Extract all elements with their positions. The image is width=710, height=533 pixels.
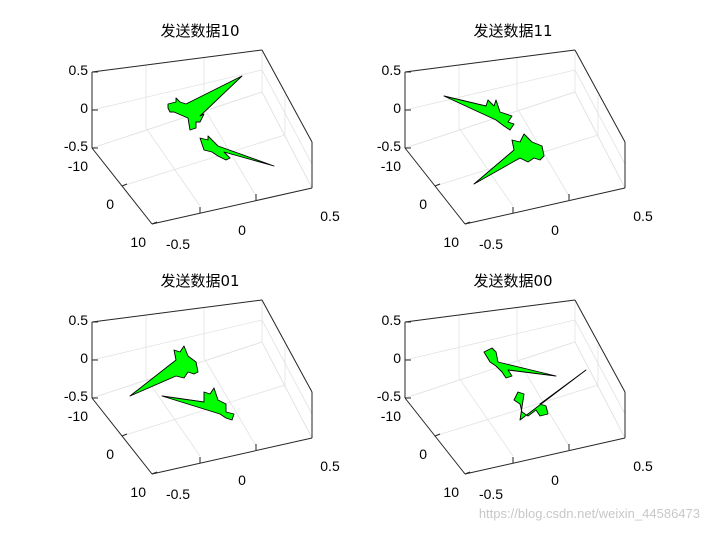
axis-edge	[404, 49, 576, 73]
x-tick-label: 0.5	[633, 208, 653, 224]
z-tick-label: 0.5	[382, 62, 402, 78]
surface-shape	[199, 135, 275, 167]
tick-mark	[434, 433, 441, 437]
surface-shape	[167, 75, 243, 131]
x-tick-label: -0.5	[166, 236, 190, 252]
y-tick-label: -10	[381, 158, 401, 174]
z-tick-label: 0.5	[382, 312, 402, 328]
watermark: https://blog.csdn.net/weixin_44586473	[478, 506, 700, 521]
y-tick-label: 10	[443, 234, 459, 250]
subplot-4: 发送数据00 0.5 0 -0.5 -10 0 10 -0.5 0 0.5	[377, 272, 653, 502]
tick-mark	[434, 183, 441, 187]
axis-edge	[261, 49, 313, 143]
grid-line	[404, 69, 576, 111]
subplot-3: 发送数据01 0.5 0 -0.5 -10 0 10 -0.5 0 0.5	[64, 272, 340, 502]
subplot-title: 发送数据00	[473, 272, 552, 290]
grid-line	[261, 91, 313, 189]
z-tick-label: 0	[393, 100, 401, 116]
grid-line	[574, 341, 626, 439]
z-tick-label: -0.5	[377, 388, 401, 404]
surface-shape	[513, 369, 587, 421]
y-tick-label: 10	[130, 234, 146, 250]
axis-edge	[91, 299, 263, 323]
subplot-2: 发送数据11 0.5 0 -0.5 -10 0 10 -0.5 0 0.5	[377, 22, 653, 252]
grid-line	[574, 91, 626, 189]
tick-mark	[464, 471, 471, 475]
surface-shape	[443, 95, 515, 131]
y-tick-label: 0	[419, 446, 427, 462]
y-tick-label: 0	[106, 196, 114, 212]
z-tick-label: 0.5	[69, 62, 89, 78]
grid-line	[261, 69, 313, 165]
axis-edge	[464, 437, 626, 475]
surface-shape	[483, 347, 557, 379]
grid-line	[574, 69, 626, 165]
y-tick-label: -10	[381, 408, 401, 424]
axis-edge	[574, 299, 626, 393]
y-tick-label: 10	[130, 484, 146, 500]
surface-shape	[161, 387, 235, 421]
y-tick-label: 0	[419, 196, 427, 212]
y-tick-label: 0	[106, 446, 114, 462]
x-tick-label: 0.5	[320, 208, 340, 224]
x-tick-label: 0.5	[320, 458, 340, 474]
axis-edge	[151, 187, 313, 225]
grid-line	[91, 69, 263, 111]
grid-line	[121, 134, 286, 187]
subplot-1: 发送数据10 0.5 0 -0.5 -10 0 10 -0.5 0 0.5	[64, 22, 340, 252]
surface-shape	[473, 133, 545, 185]
y-tick-label: 10	[443, 484, 459, 500]
grid-line	[261, 319, 313, 415]
grid-line	[261, 341, 313, 439]
axis-edge	[404, 299, 576, 323]
grid-line	[145, 377, 201, 457]
z-tick-label: -0.5	[377, 138, 401, 154]
x-tick-label: 0	[238, 222, 246, 238]
tick-mark	[151, 471, 158, 475]
grid-line	[91, 319, 263, 361]
tick-mark	[464, 221, 471, 225]
grid-line	[458, 127, 514, 207]
grid-line	[434, 134, 599, 187]
grid-line	[145, 127, 201, 207]
axis-edge	[91, 49, 263, 73]
grid-line	[404, 319, 576, 361]
x-tick-label: 0.5	[633, 458, 653, 474]
subplot-title: 发送数据10	[160, 22, 239, 40]
subplot-title: 发送数据01	[160, 272, 239, 290]
grid-line	[574, 319, 626, 415]
grid-line	[404, 91, 576, 149]
z-tick-label: 0	[80, 100, 88, 116]
axis-edge	[151, 437, 313, 475]
axis-edge	[464, 187, 626, 225]
z-tick-label: -0.5	[64, 138, 88, 154]
surface-shape	[129, 345, 199, 397]
x-tick-label: 0	[551, 472, 559, 488]
z-tick-label: 0	[80, 350, 88, 366]
axis-edge	[261, 299, 313, 393]
axis-edge	[574, 49, 626, 143]
x-tick-label: -0.5	[479, 236, 503, 252]
tick-mark	[121, 183, 128, 187]
x-tick-label: -0.5	[166, 486, 190, 502]
grid-line	[458, 377, 514, 457]
x-tick-label: 0	[238, 472, 246, 488]
subplot-title: 发送数据11	[473, 22, 552, 40]
z-tick-label: -0.5	[64, 388, 88, 404]
grid-line	[404, 341, 576, 399]
grid-line	[434, 384, 599, 437]
x-tick-label: -0.5	[479, 486, 503, 502]
y-tick-label: -10	[68, 158, 88, 174]
z-tick-label: 0	[393, 350, 401, 366]
y-tick-label: -10	[68, 408, 88, 424]
z-tick-label: 0.5	[69, 312, 89, 328]
tick-mark	[151, 221, 158, 225]
x-tick-label: 0	[551, 222, 559, 238]
tick-mark	[121, 433, 128, 437]
grid-line	[121, 384, 286, 437]
grid-line	[91, 91, 263, 149]
